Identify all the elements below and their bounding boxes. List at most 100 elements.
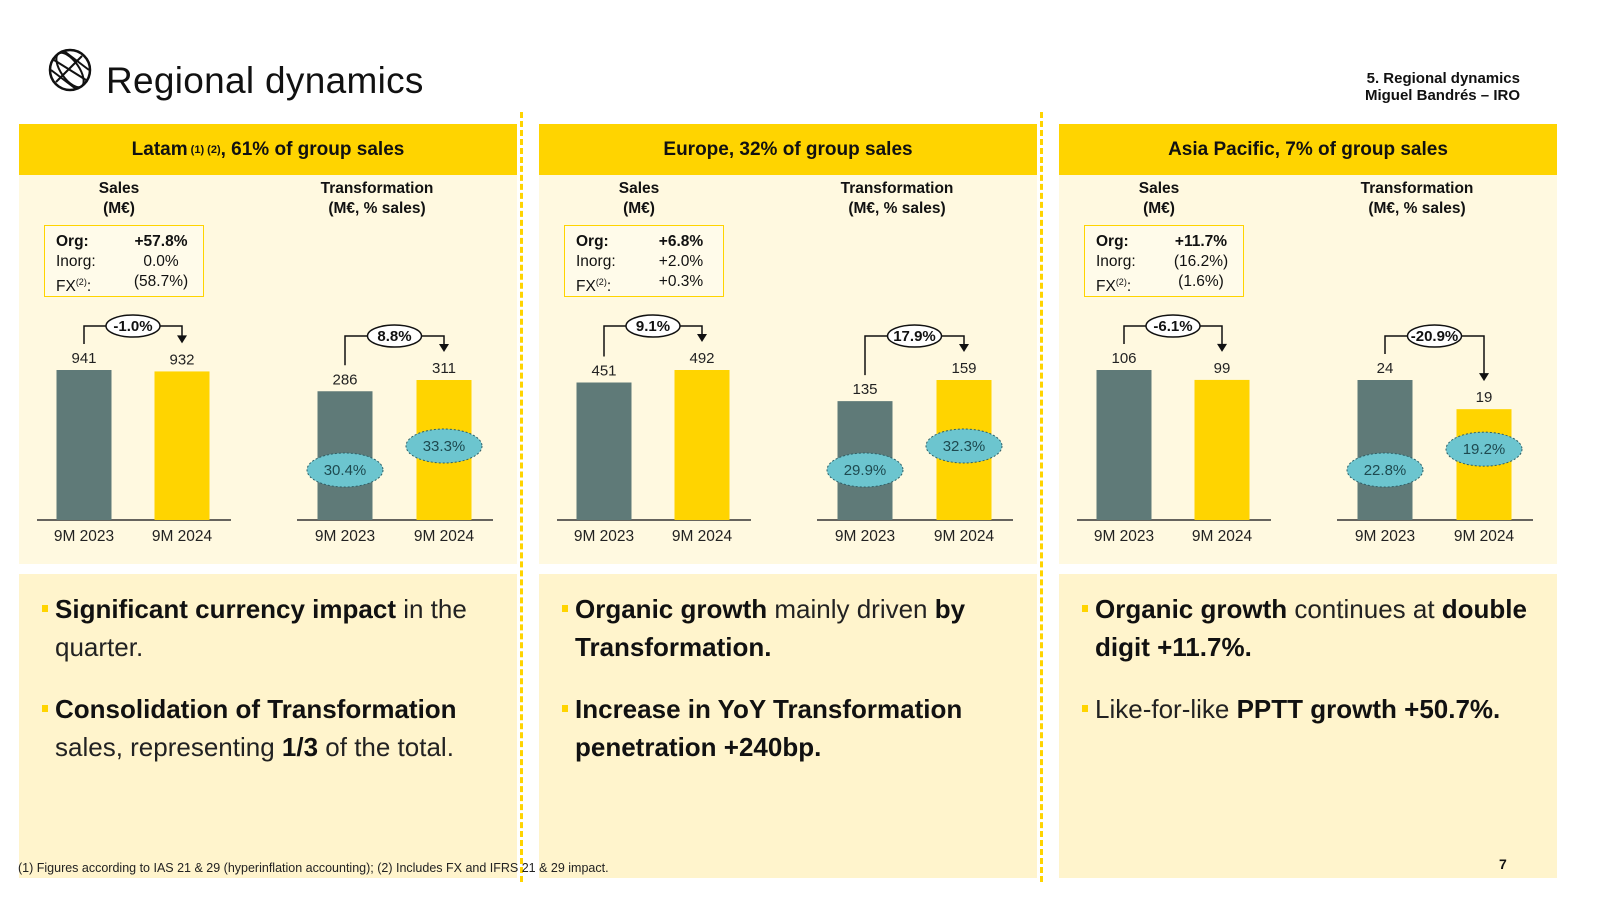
sales-title-line: (M€) bbox=[623, 200, 655, 217]
bullet-text: Increase in YoY Transformation penetrati… bbox=[575, 694, 963, 762]
panel-header: Europe, 32% of group sales bbox=[539, 124, 1037, 175]
change-arrow-icon bbox=[439, 344, 449, 352]
change-arrow-icon bbox=[959, 344, 969, 352]
category-label: 9M 2024 bbox=[1454, 528, 1515, 545]
growth-row: Inorg: (16.2%) bbox=[1096, 252, 1243, 272]
footnote-ref: (2) bbox=[1115, 277, 1127, 287]
category-label: 9M 2023 bbox=[54, 528, 114, 545]
sales-title: Sales (M€) bbox=[539, 179, 739, 219]
panel-header: Latam (1) (2), 61% of group sales bbox=[19, 124, 517, 175]
transformation-title: Transformation (M€, % sales) bbox=[797, 179, 997, 219]
pct-sales-bubble bbox=[1346, 452, 1424, 488]
commentary-bullet: Consolidation of Transformation sales, r… bbox=[42, 690, 497, 766]
change-arrow-icon bbox=[1479, 373, 1489, 382]
bullet-text: Organic growth bbox=[1095, 594, 1288, 624]
commentary-bullet: Increase in YoY Transformation penetrati… bbox=[562, 690, 1017, 766]
category-label: 9M 2023 bbox=[835, 528, 895, 545]
bullet-text: of the total. bbox=[318, 732, 454, 762]
growth-label-text: Inorg: bbox=[576, 253, 616, 270]
growth-label-text: FX bbox=[1096, 278, 1116, 296]
growth-row: FX(2): +0.3% bbox=[576, 272, 723, 297]
region-panel-latam: Latam (1) (2), 61% of group sales Sales (M… bbox=[19, 124, 517, 878]
commentary-box: Organic growth continues at double digit… bbox=[1059, 574, 1557, 878]
bar-current-year bbox=[674, 370, 730, 520]
transformation-title-line: Transformation bbox=[320, 180, 434, 197]
change-badge bbox=[625, 314, 681, 338]
bullet-text: double digit +11.7%. bbox=[1095, 594, 1527, 662]
growth-label: FX(2): bbox=[56, 272, 126, 297]
bullet-text: Significant currency impact bbox=[55, 594, 396, 624]
change-arrow-icon bbox=[177, 335, 187, 344]
pct-sales-label: 32.3% bbox=[943, 438, 986, 455]
colon: : bbox=[606, 278, 612, 296]
bullet-text: 1/3 bbox=[281, 732, 319, 762]
footnote-ref: (2) bbox=[75, 277, 87, 287]
growth-value: +2.0% bbox=[658, 253, 704, 270]
sales-title-line: Sales bbox=[98, 180, 140, 197]
bar-value-label: 106 bbox=[1111, 350, 1136, 367]
growth-label-text: FX bbox=[56, 278, 76, 296]
panel-divider bbox=[520, 112, 523, 882]
bar-prior-year bbox=[576, 382, 632, 520]
category-label: 9M 2023 bbox=[574, 528, 634, 545]
commentary-box: Significant currency impact in the quart… bbox=[19, 574, 517, 878]
panel-header-text: Latam bbox=[131, 138, 188, 160]
category-label: 9M 2023 bbox=[1355, 528, 1415, 545]
pct-sales-label: 19.2% bbox=[1463, 441, 1506, 458]
bar-value-label: 932 bbox=[169, 351, 194, 368]
growth-label-text: Org: bbox=[1096, 233, 1129, 250]
pct-sales-label: 29.9% bbox=[844, 462, 887, 479]
sales-title-line: Sales bbox=[1138, 180, 1180, 197]
commentary-box: Organic growth mainly driven by Transfor… bbox=[539, 574, 1037, 878]
transformation-title-line: Transformation bbox=[840, 180, 954, 197]
sales-title: Sales (M€) bbox=[19, 179, 219, 219]
change-label: -20.9% bbox=[1411, 328, 1459, 345]
growth-value: +57.8% bbox=[134, 233, 188, 250]
bar-value-label: 941 bbox=[71, 350, 96, 367]
growth-label: Org: bbox=[56, 232, 126, 252]
change-badge bbox=[366, 324, 423, 348]
bullet-text: Consolidation of Transformation bbox=[55, 694, 457, 724]
growth-label: Org: bbox=[576, 232, 646, 252]
category-label: 9M 2024 bbox=[672, 528, 733, 545]
panel-header-suffix: , 61% of group sales bbox=[220, 138, 405, 160]
pct-sales-label: 30.4% bbox=[324, 462, 367, 479]
growth-row: FX(2): (1.6%) bbox=[1096, 272, 1243, 297]
sales-title-line: Sales bbox=[618, 180, 660, 197]
category-label: 9M 2024 bbox=[934, 528, 995, 545]
growth-breakdown-box: Org: +57.8% Inorg: 0.0% FX(2): (58.7%) bbox=[44, 225, 204, 297]
sales-title: Sales (M€) bbox=[1059, 179, 1259, 219]
growth-breakdown-box: Org: +6.8% Inorg: +2.0% FX(2): +0.3% bbox=[564, 225, 724, 297]
growth-value: (16.2%) bbox=[1173, 253, 1229, 270]
bar-value-label: 492 bbox=[689, 350, 714, 367]
change-label: 17.9% bbox=[893, 328, 936, 345]
panel-header-text: Europe, 32% of group sales bbox=[663, 138, 913, 160]
category-label: 9M 2023 bbox=[1094, 528, 1154, 545]
growth-row: Inorg: +2.0% bbox=[576, 252, 723, 272]
category-label: 9M 2023 bbox=[315, 528, 375, 545]
growth-label: Inorg: bbox=[56, 252, 126, 272]
commentary-bullet: Organic growth continues at double digit… bbox=[1082, 590, 1537, 666]
bullet-text: sales, representing bbox=[55, 732, 282, 762]
change-badge bbox=[1406, 324, 1463, 348]
bar-value-label: 286 bbox=[332, 371, 357, 388]
region-panel-europe: Europe, 32% of group sales Sales (M€) Trans… bbox=[539, 124, 1037, 878]
growth-label: Inorg: bbox=[576, 252, 646, 272]
change-label: -1.0% bbox=[113, 318, 152, 335]
bar-value-label: 99 bbox=[1214, 360, 1231, 377]
bar-value-label: 135 bbox=[852, 381, 877, 398]
bar-prior-year bbox=[1096, 370, 1152, 520]
growth-label-text: Org: bbox=[56, 233, 89, 250]
growth-breakdown-box: Org: +11.7% Inorg: (16.2%) FX(2): (1.6%) bbox=[1084, 225, 1244, 297]
bar-prior-year bbox=[56, 370, 112, 520]
bullet-text: Organic growth bbox=[575, 594, 768, 624]
colon: : bbox=[1126, 278, 1132, 296]
section-label: 5. Regional dynamics bbox=[1366, 70, 1520, 87]
pct-sales-bubble bbox=[405, 428, 483, 464]
bar-charts: 451 9M 2023 492 9M 2024 9.1% 135 9M 2023 29.9% 1… bbox=[557, 314, 1013, 545]
category-label: 9M 2024 bbox=[414, 528, 475, 545]
change-label: -6.1% bbox=[1153, 318, 1192, 335]
bar-charts: 941 9M 2023 932 9M 2024 -1.0% 286 9M 2023 30.4%… bbox=[37, 314, 493, 545]
pct-sales-label: 33.3% bbox=[423, 438, 466, 455]
change-badge bbox=[105, 314, 161, 338]
